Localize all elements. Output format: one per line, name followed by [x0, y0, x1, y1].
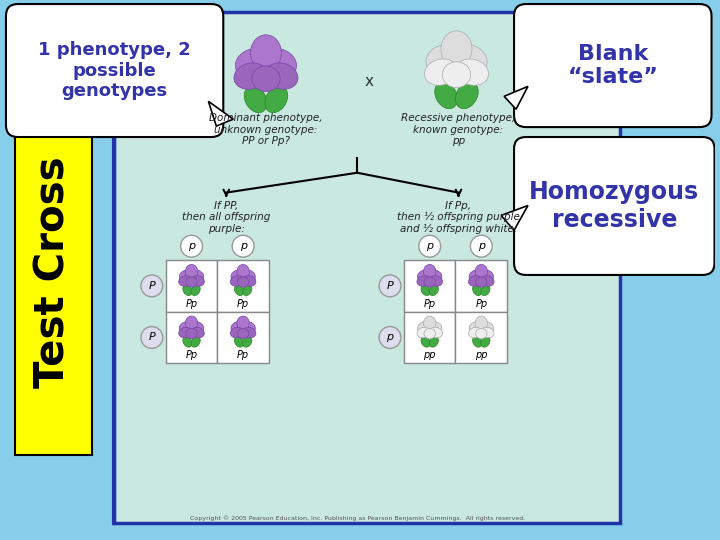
Ellipse shape [417, 327, 430, 338]
Circle shape [141, 327, 163, 348]
Ellipse shape [423, 316, 436, 330]
Ellipse shape [417, 276, 430, 286]
Ellipse shape [189, 270, 204, 282]
Ellipse shape [179, 321, 194, 333]
Ellipse shape [244, 86, 267, 113]
Circle shape [233, 235, 254, 257]
Ellipse shape [252, 66, 280, 92]
Ellipse shape [251, 35, 282, 71]
FancyBboxPatch shape [166, 260, 217, 312]
Ellipse shape [191, 285, 200, 295]
Ellipse shape [472, 336, 482, 347]
Text: pp: pp [423, 350, 436, 360]
Text: pp: pp [475, 350, 487, 360]
FancyBboxPatch shape [15, 90, 92, 455]
Polygon shape [504, 86, 528, 109]
Ellipse shape [421, 336, 430, 347]
Text: Pp: Pp [237, 350, 249, 360]
Ellipse shape [235, 49, 271, 78]
Ellipse shape [265, 86, 288, 113]
Ellipse shape [230, 276, 243, 286]
Ellipse shape [456, 59, 488, 85]
Ellipse shape [480, 270, 493, 282]
Ellipse shape [265, 63, 298, 89]
Ellipse shape [429, 336, 438, 347]
Text: Recessive phenotype,
known genotype:
pp: Recessive phenotype, known genotype: pp [401, 113, 516, 146]
Ellipse shape [418, 270, 431, 282]
FancyBboxPatch shape [404, 260, 456, 312]
Text: P: P [148, 281, 156, 291]
Ellipse shape [421, 285, 430, 295]
Ellipse shape [179, 270, 194, 282]
FancyBboxPatch shape [166, 312, 217, 363]
FancyBboxPatch shape [456, 312, 507, 363]
Text: x: x [364, 74, 374, 89]
Text: Pp: Pp [475, 299, 487, 309]
Circle shape [141, 275, 163, 297]
Ellipse shape [429, 276, 443, 286]
Ellipse shape [183, 336, 192, 347]
Ellipse shape [480, 321, 493, 333]
Ellipse shape [241, 270, 256, 282]
Ellipse shape [481, 336, 490, 347]
FancyBboxPatch shape [514, 137, 714, 275]
Ellipse shape [231, 321, 245, 333]
Ellipse shape [429, 327, 443, 338]
Ellipse shape [425, 59, 457, 85]
Ellipse shape [179, 276, 192, 286]
Ellipse shape [476, 328, 487, 339]
Ellipse shape [237, 316, 249, 330]
Ellipse shape [191, 327, 204, 338]
Ellipse shape [185, 316, 198, 330]
Ellipse shape [424, 277, 436, 287]
Ellipse shape [426, 44, 462, 74]
Text: P: P [387, 281, 393, 291]
Ellipse shape [243, 327, 256, 338]
FancyBboxPatch shape [6, 4, 223, 137]
Ellipse shape [469, 321, 483, 333]
Text: P: P [148, 333, 156, 342]
FancyBboxPatch shape [114, 12, 620, 523]
Circle shape [470, 235, 492, 257]
Ellipse shape [481, 285, 490, 295]
Text: p: p [188, 241, 195, 251]
Ellipse shape [441, 31, 472, 67]
FancyBboxPatch shape [514, 4, 711, 127]
Ellipse shape [237, 265, 249, 279]
Circle shape [379, 275, 401, 297]
Ellipse shape [423, 265, 436, 279]
Ellipse shape [472, 285, 482, 295]
Ellipse shape [475, 265, 487, 279]
Polygon shape [208, 102, 233, 126]
Ellipse shape [429, 285, 438, 295]
Text: Copyright © 2005 Pearson Education, Inc. Publishing as Pearson Benjamin Cummings: Copyright © 2005 Pearson Education, Inc.… [189, 515, 525, 521]
Ellipse shape [241, 321, 256, 333]
Ellipse shape [191, 276, 204, 286]
Ellipse shape [189, 321, 204, 333]
Ellipse shape [238, 328, 249, 339]
Circle shape [379, 327, 401, 348]
Ellipse shape [435, 82, 458, 109]
Text: Pp: Pp [186, 350, 197, 360]
Ellipse shape [243, 336, 252, 347]
Text: Dominant phenotype,
unknown genotype:
PP or Pp?: Dominant phenotype, unknown genotype: PP… [210, 113, 323, 146]
Ellipse shape [442, 62, 471, 87]
Ellipse shape [231, 270, 245, 282]
Ellipse shape [455, 82, 478, 109]
Ellipse shape [243, 285, 252, 295]
Text: p: p [240, 241, 247, 251]
Text: Blank
“slate”: Blank “slate” [567, 44, 658, 87]
Ellipse shape [191, 336, 200, 347]
Ellipse shape [481, 276, 494, 286]
Text: If PP,
then all offspring
purple:: If PP, then all offspring purple: [182, 200, 271, 234]
Ellipse shape [230, 327, 243, 338]
Ellipse shape [424, 328, 436, 339]
Ellipse shape [451, 44, 487, 74]
Ellipse shape [243, 276, 256, 286]
Text: p: p [426, 241, 433, 251]
Text: Homozygous
recessive: Homozygous recessive [529, 180, 699, 232]
Ellipse shape [481, 327, 494, 338]
FancyBboxPatch shape [217, 312, 269, 363]
Ellipse shape [476, 277, 487, 287]
